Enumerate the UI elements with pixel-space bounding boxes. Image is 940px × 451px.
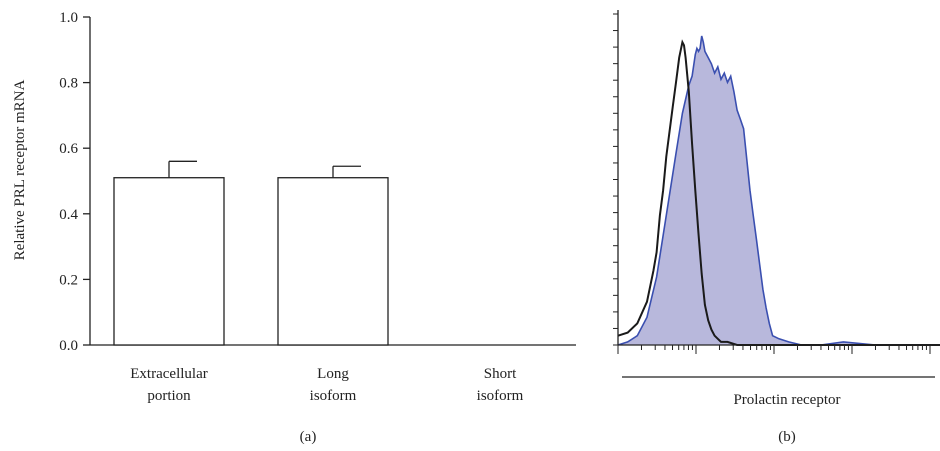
- panel-a-y-tick-label: 0.2: [59, 272, 78, 288]
- panel-a-y-axis-title: Relative PRL receptor mRNA: [12, 80, 28, 261]
- panel-a-bar: [113, 177, 225, 346]
- panel-a-y-tick-label: 1.0: [59, 10, 78, 26]
- panel-a-x-tick-label: Short: [484, 366, 517, 382]
- panel-a-x-tick-label: isoform: [477, 388, 524, 404]
- panel-a-y-tick-label: 0.6: [59, 141, 78, 157]
- panel-a-bars: [113, 160, 389, 346]
- panel-b-y-ticks: [613, 13, 618, 346]
- panel-a-bar: [277, 177, 389, 346]
- panel-b-histogram: Prolactin receptor (b): [613, 10, 940, 445]
- panel-a-x-tick-labels: Extracellular portion Long isoform Short isof…: [130, 366, 523, 404]
- panel-a-y-tick-label: 0.0: [59, 338, 78, 354]
- panel-a-x-tick-label: Extracellular: [130, 366, 207, 382]
- panel-b-filled-histogram-area: [618, 36, 940, 345]
- panel-b-x-axis-title: Prolactin receptor: [733, 392, 840, 408]
- panel-a-x-tick-label: Long: [317, 366, 349, 382]
- panel-b-filled-histogram-outline: [617, 35, 940, 346]
- panel-a-y-tick-label: 0.8: [59, 76, 78, 92]
- panel-a-bar-chart: 0.0 0.2 0.4 0.6 0.8 1.0 Extracellular portion L…: [12, 10, 576, 445]
- panel-b-label: (b): [778, 429, 796, 445]
- panel-a-y-tick-label: 0.4: [59, 207, 78, 223]
- panel-a-x-tick-label: portion: [147, 388, 191, 404]
- panel-b-plot-area: [617, 35, 940, 346]
- panel-a-x-tick-label: isoform: [310, 388, 357, 404]
- panel-b-x-ticks: [617, 345, 931, 354]
- panel-a-y-ticks: 0.0 0.2 0.4 0.6 0.8 1.0: [59, 10, 90, 354]
- panel-a-label: (a): [300, 429, 317, 445]
